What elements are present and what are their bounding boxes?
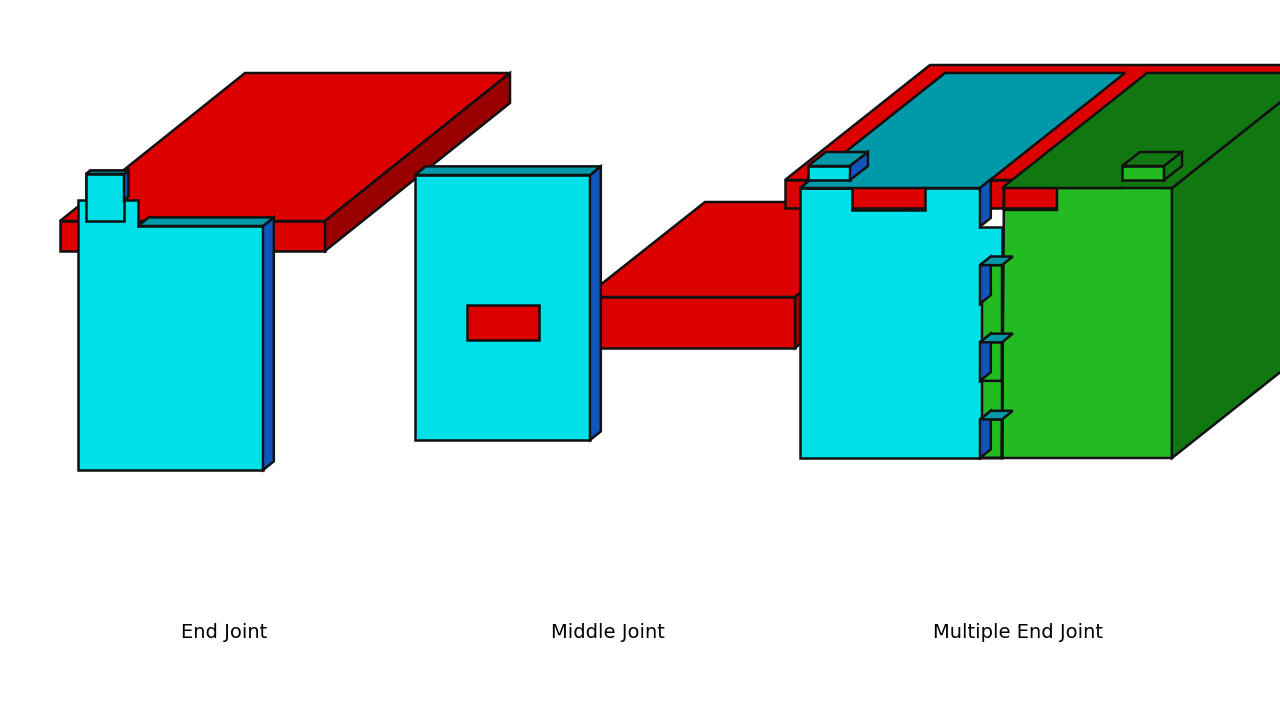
Polygon shape (1164, 152, 1181, 180)
Polygon shape (60, 221, 325, 251)
Polygon shape (1172, 73, 1280, 458)
Polygon shape (86, 171, 128, 174)
Polygon shape (850, 152, 868, 180)
Polygon shape (980, 411, 991, 458)
Polygon shape (78, 174, 262, 470)
Polygon shape (262, 217, 274, 470)
Polygon shape (325, 73, 509, 251)
Text: Middle Joint: Middle Joint (552, 623, 664, 642)
Polygon shape (1123, 152, 1181, 166)
Polygon shape (1187, 65, 1280, 208)
Polygon shape (982, 166, 1172, 458)
Polygon shape (808, 166, 850, 180)
Polygon shape (980, 411, 1012, 420)
Text: End Joint: End Joint (180, 623, 268, 642)
Polygon shape (800, 73, 1125, 188)
Polygon shape (1002, 73, 1280, 188)
Polygon shape (785, 65, 1280, 180)
Polygon shape (980, 333, 1012, 342)
Polygon shape (980, 179, 991, 227)
Polygon shape (86, 174, 124, 221)
Polygon shape (1123, 166, 1164, 180)
Polygon shape (590, 166, 600, 440)
Polygon shape (980, 256, 991, 304)
Polygon shape (415, 175, 590, 440)
Polygon shape (86, 171, 128, 174)
Polygon shape (60, 73, 509, 221)
Polygon shape (795, 202, 915, 348)
Text: Multiple End Joint: Multiple End Joint (933, 623, 1102, 642)
Polygon shape (124, 171, 128, 200)
Polygon shape (415, 166, 600, 175)
Polygon shape (585, 297, 795, 348)
Polygon shape (785, 180, 1187, 208)
Polygon shape (980, 333, 991, 381)
Polygon shape (808, 152, 868, 166)
Polygon shape (980, 256, 1012, 265)
Polygon shape (585, 202, 915, 297)
Polygon shape (138, 217, 274, 226)
Polygon shape (124, 171, 128, 200)
Polygon shape (467, 305, 539, 340)
Polygon shape (800, 166, 1002, 458)
